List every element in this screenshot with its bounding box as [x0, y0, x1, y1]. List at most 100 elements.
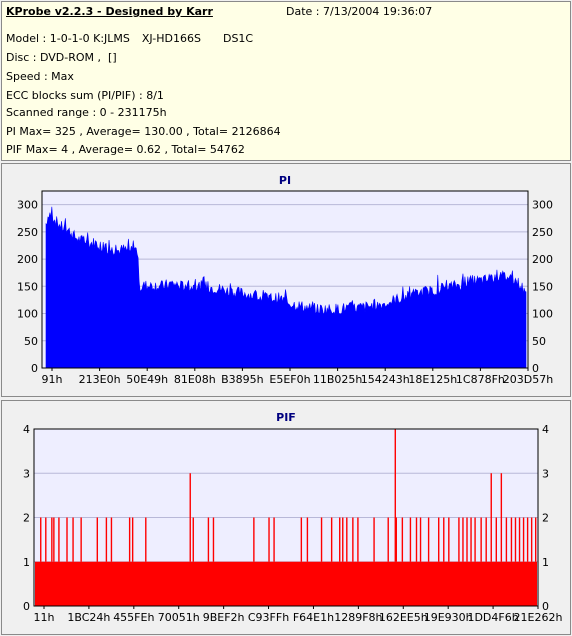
x-tick-label: 50E49h	[126, 373, 168, 386]
y-tick-label-right: 0	[542, 600, 549, 613]
chart-title: PIF	[276, 411, 296, 424]
pif-spike	[490, 473, 492, 562]
y-tick-label-left: 200	[17, 253, 38, 266]
pif-spike	[387, 517, 389, 562]
pif-spike	[189, 473, 191, 562]
x-tick-label: 70051h	[158, 611, 200, 624]
pif-spike	[212, 517, 215, 562]
pif-spike	[192, 517, 194, 562]
x-tick-label: 1C878Fh	[456, 373, 505, 386]
x-tick-label: C93FFh	[248, 611, 289, 624]
x-tick-label: 162EE5h	[379, 611, 428, 624]
pif-spike	[72, 517, 74, 562]
pif-spike	[474, 517, 476, 562]
pif-spike	[105, 517, 108, 562]
pif-spike	[526, 517, 529, 562]
x-tick-label: 18E125h	[408, 373, 457, 386]
chart-title: PI	[279, 174, 291, 187]
pif-spike	[128, 517, 131, 562]
pif-spike	[500, 473, 503, 562]
scanned-range: Scanned range : 0 - 231175h	[6, 106, 167, 119]
y-tick-label-right: 1	[542, 556, 549, 569]
x-tick-label: 11B025h	[313, 373, 363, 386]
plot-border	[33, 428, 539, 607]
pif-spike	[448, 517, 450, 562]
y-tick-label-left: 150	[17, 280, 38, 293]
y-tick-label-right: 150	[532, 280, 553, 293]
pif-spike	[53, 517, 55, 562]
pif-spike	[530, 517, 533, 562]
x-tick-label: 19E930h	[424, 611, 473, 624]
x-tick-label: 1DD4F6h	[467, 611, 518, 624]
x-tick-label: 455FEh	[113, 611, 154, 624]
pi-chart: PI 0 0 50 50 100 100 150 150 200 200 250 250 300 300 91…	[17, 174, 553, 386]
pif-spike	[207, 517, 210, 562]
pif-spike	[518, 517, 521, 562]
y-tick-label-left: 50	[24, 335, 38, 348]
pif-spike	[443, 517, 445, 562]
x-tick-label: 154243h	[361, 373, 410, 386]
y-tick-label-left: 300	[17, 199, 38, 212]
y-tick-label-right: 3	[542, 467, 549, 480]
x-tick-label: 91h	[42, 373, 63, 386]
y-tick-label-left: 2	[23, 512, 30, 525]
y-tick-label-right: 100	[532, 308, 553, 321]
pif-spike	[534, 517, 537, 562]
x-tick-label: 9BEF2h	[203, 611, 245, 624]
x-tick-label: 1289F8h	[334, 611, 382, 624]
plot-border	[41, 190, 529, 369]
pif-spike	[462, 517, 464, 562]
y-tick-label-left: 1	[23, 556, 30, 569]
pif-spike	[495, 517, 497, 562]
x-tick-label: 11h	[34, 611, 55, 624]
pif-spike	[346, 517, 348, 562]
pif-spike	[58, 517, 60, 562]
info-panel: KProbe v2.2.3 - Designed by Karr Date : …	[1, 1, 571, 161]
y-tick-label-left: 0	[31, 362, 38, 375]
pif-spike	[485, 517, 487, 562]
pif-spike	[373, 517, 375, 562]
pif-spike	[480, 517, 482, 562]
disc-type: Disc : DVD-ROM , []	[6, 51, 117, 64]
pif-spike	[110, 517, 113, 562]
x-tick-label: 213E0h	[79, 373, 121, 386]
pif-spike	[514, 517, 517, 562]
pif-spike	[273, 517, 275, 562]
firmware-version: DS1C	[222, 32, 254, 45]
pif-spike	[339, 517, 341, 562]
x-tick-label: 21E262h	[514, 611, 563, 624]
y-tick-label-right: 0	[532, 362, 539, 375]
pif-spike	[395, 517, 397, 562]
x-tick-label: F64E1h	[293, 611, 334, 624]
pif-spike	[401, 517, 404, 562]
y-tick-label-right: 300	[532, 199, 553, 212]
app-title: KProbe v2.2.3 - Designed by Karr	[6, 5, 213, 18]
pif-spike	[466, 517, 468, 562]
x-tick-label: B3895h	[221, 373, 264, 386]
pif-spike	[306, 517, 309, 562]
pif-spike	[40, 517, 42, 562]
y-tick-label-right: 50	[532, 335, 546, 348]
pif-spike	[300, 517, 303, 562]
pif-spike	[51, 517, 53, 562]
pif-spike	[458, 517, 460, 562]
x-tick-label: 203D57h	[503, 373, 553, 386]
y-tick-label-left: 100	[17, 308, 38, 321]
y-tick-label-right: 2	[542, 512, 549, 525]
pi-series-area	[45, 206, 527, 369]
drive-name: XJ-HD166S	[141, 32, 201, 45]
x-tick-label: E5EF0h	[269, 373, 310, 386]
pif-spike	[427, 517, 430, 562]
pif-spike	[357, 517, 359, 562]
y-tick-label-left: 250	[17, 226, 38, 239]
pif-chart: PIF 0 0 1 1 2 2 3 3 4 4 11h 1BC24h 455FEh 70051h 9BEF2h…	[23, 411, 563, 624]
pi-chart-panel: PI 0 0 50 50 100 100 150 150 200 200 250 250 300 300 91…	[1, 163, 571, 397]
pif-spike	[510, 517, 513, 562]
pif-spike	[131, 517, 134, 562]
model-label: Model : 1-0-1-0 K:JLMS	[6, 32, 130, 45]
y-tick-label-right: 200	[532, 253, 553, 266]
scan-date: Date : 7/13/2004 19:36:07	[286, 5, 433, 18]
pif-chart-panel: PIF 0 0 1 1 2 2 3 3 4 4 11h 1BC24h 455FEh 70051h 9BEF2h…	[1, 400, 571, 635]
pif-spike	[320, 517, 323, 562]
